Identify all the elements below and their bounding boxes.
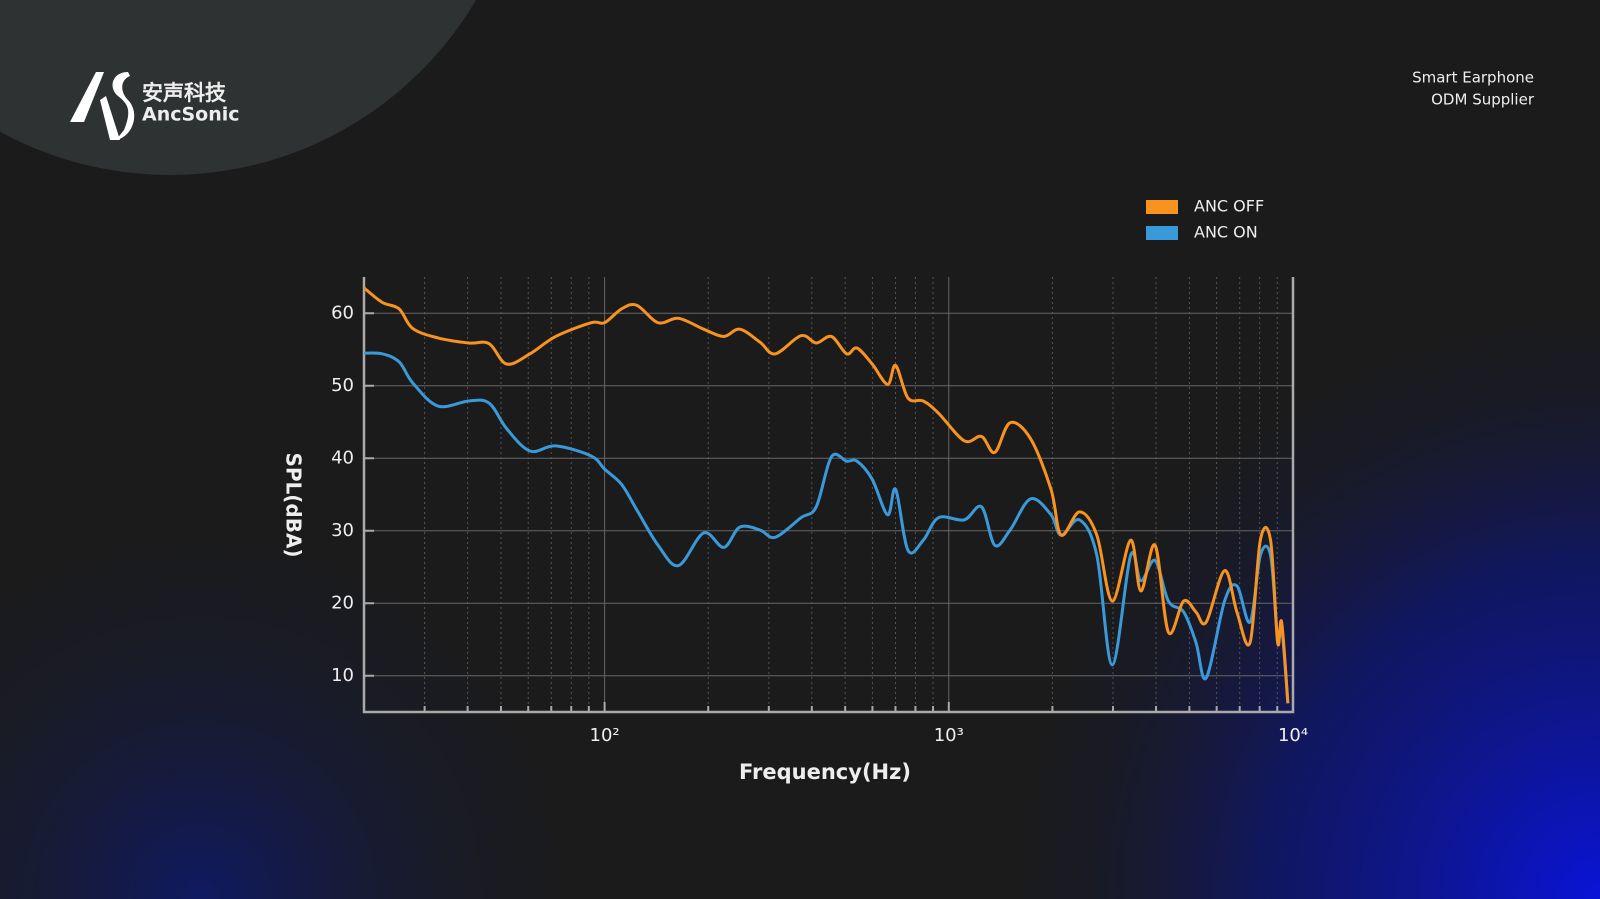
logo-mark: [112, 72, 135, 140]
y-tick-label: 60: [331, 302, 354, 323]
tagline: Smart Earphone: [1412, 69, 1534, 87]
y-tick-label: 30: [331, 520, 354, 541]
brand-name: 安声科技: [142, 81, 227, 105]
y-tick-label: 50: [331, 375, 354, 396]
tagline: ODM Supplier: [1431, 91, 1535, 109]
data-line: [363, 351, 1290, 704]
y-axis-label: SPL(dBA): [282, 452, 306, 557]
data-line: [363, 286, 1290, 704]
y-tick-label: 20: [331, 592, 354, 613]
logo-mark: [70, 72, 120, 140]
x-tick-label: 10²: [590, 725, 620, 746]
legend-label: ANC ON: [1194, 223, 1258, 242]
axis-line: [362, 277, 1295, 714]
decor-circle: [0, 0, 476, 175]
x-tick-label: 10³: [934, 725, 964, 746]
legend-swatch: [1146, 226, 1178, 240]
legend-swatch: [1146, 200, 1178, 214]
y-tick-label: 10: [331, 665, 354, 686]
brand-name: AncSonic: [142, 104, 240, 126]
y-tick-label: 40: [331, 447, 354, 468]
x-axis-label: Frequency(Hz): [739, 760, 911, 784]
x-tick-label: 10⁴: [1278, 725, 1308, 746]
logo: 安声科技 AncSonic: [70, 72, 240, 140]
legend-label: ANC OFF: [1194, 197, 1264, 216]
